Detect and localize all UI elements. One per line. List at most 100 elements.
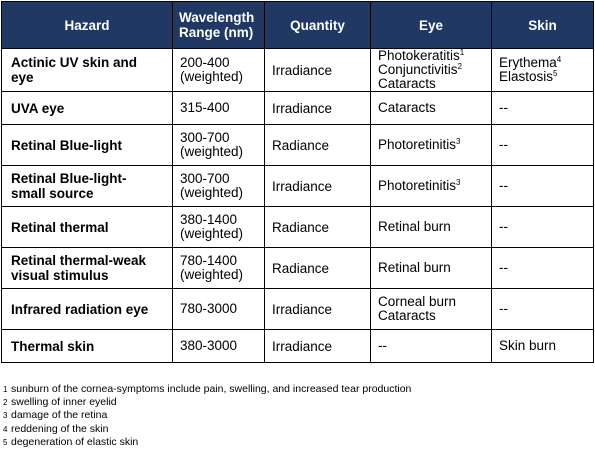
- hazard-line: visual stimulus: [11, 268, 109, 283]
- footnote-text: sunburn of the cornea-symptoms include p…: [11, 383, 412, 395]
- range-line: 380-1400: [180, 212, 238, 227]
- cell-wavelength-range: 300-700 (weighted): [172, 124, 265, 166]
- range-line: (weighted): [180, 144, 244, 159]
- hazard-line: Retinal thermal: [11, 219, 109, 235]
- footnote: 3 damage of the retina: [3, 409, 411, 422]
- skin-effect-text: Skin burn: [499, 338, 557, 353]
- cell-eye: Photoretinitis3: [370, 124, 492, 166]
- footnote: 4 reddening of the skin: [3, 423, 411, 436]
- eye-effect-text: Photokeratitis: [378, 48, 460, 63]
- skin-effect: Elastosis5: [499, 70, 593, 84]
- skin-effect: --: [499, 101, 593, 115]
- table-row: Actinic UV skin and eye 200-400 (weighted) I…: [1, 48, 594, 92]
- footnote-ref: 4: [556, 55, 562, 64]
- skin-effect: --: [499, 261, 593, 275]
- range-line: 780-1400: [180, 253, 238, 268]
- skin-effect-text: --: [499, 137, 508, 152]
- cell-hazard: UVA eye: [1, 91, 173, 125]
- footnote-number: 1: [3, 385, 8, 394]
- table-row: Retinal thermal-weak visual stimulus 780-1…: [1, 247, 594, 289]
- hazard-line: Retinal Blue-light-: [11, 171, 127, 186]
- skin-effect-text: --: [499, 301, 508, 316]
- table-row: Infrared radiation eye 780-3000 Irradiance…: [1, 288, 594, 330]
- range-line: 380-3000: [180, 338, 238, 353]
- cell-wavelength-range: 315-400: [172, 91, 265, 125]
- cell-skin: --: [491, 91, 594, 125]
- eye-effect-text: Retinal burn: [378, 219, 451, 234]
- range-line: 315-400: [180, 100, 230, 115]
- hazard-line: Infrared radiation eye: [11, 301, 149, 317]
- eye-effect: Retinal burn: [378, 261, 491, 275]
- cell-eye: Corneal burn Cataracts: [370, 288, 492, 330]
- cell-quantity: Radiance: [264, 124, 371, 166]
- eye-effect-text: Conjunctivitis: [378, 62, 458, 77]
- cell-quantity: Irradiance: [264, 288, 371, 330]
- footnote: 5 degeneration of elastic skin: [3, 436, 411, 449]
- cell-quantity: Radiance: [264, 247, 371, 289]
- cell-skin: --: [491, 247, 594, 289]
- table-body: Actinic UV skin and eye 200-400 (weighted) I…: [1, 48, 594, 363]
- range-line: 300-700: [180, 130, 230, 145]
- eye-effect: Cataracts: [378, 77, 491, 91]
- header-wavelength-line1: Wavelength: [179, 10, 255, 25]
- range-line: (weighted): [180, 185, 244, 200]
- footnote-number: 3: [3, 411, 8, 421]
- cell-skin: Erythema4 Elastosis5: [491, 48, 594, 92]
- eye-effect: Conjunctivitis2: [378, 63, 491, 77]
- cell-hazard: Retinal thermal-weak visual stimulus: [1, 247, 173, 289]
- hazard-line: Thermal skin: [11, 338, 95, 354]
- skin-effect: Erythema4: [499, 56, 593, 70]
- cell-skin: --: [491, 124, 594, 166]
- skin-effect: Skin burn: [499, 339, 593, 353]
- eye-effect: Photoretinitis3: [378, 138, 491, 152]
- skin-effect-text: --: [499, 100, 508, 115]
- eye-effect: Cataracts: [378, 309, 491, 323]
- eye-effect-text: Corneal burn: [378, 294, 457, 309]
- eye-effect-text: Retinal burn: [378, 260, 451, 275]
- header-wavelength-line2: Range (nm): [179, 25, 254, 40]
- cell-hazard: Thermal skin: [1, 329, 173, 363]
- cell-quantity: Irradiance: [264, 91, 371, 125]
- eye-effect-text: Cataracts: [378, 76, 436, 91]
- skin-effect: --: [499, 302, 593, 316]
- cell-wavelength-range: 380-3000: [172, 329, 265, 363]
- table-header-row: Hazard Wavelength Range (nm) Quantity Ey…: [1, 1, 594, 49]
- eye-effect: Photoretinitis3: [378, 179, 491, 193]
- eye-effect-text: Cataracts: [378, 100, 436, 115]
- range-line: (weighted): [180, 267, 244, 282]
- range-line: 300-700: [180, 171, 230, 186]
- cell-wavelength-range: 780-3000: [172, 288, 265, 330]
- range-line: 200-400: [180, 55, 230, 70]
- hazard-table: Hazard Wavelength Range (nm) Quantity Ey…: [1, 1, 594, 363]
- header-eye: Eye: [370, 1, 492, 49]
- skin-effect: --: [499, 220, 593, 234]
- eye-effect: Photokeratitis1: [378, 49, 491, 63]
- eye-effect-text: Cataracts: [378, 308, 436, 323]
- cell-hazard: Infrared radiation eye: [1, 288, 173, 330]
- eye-effect: Cataracts: [378, 101, 491, 115]
- footnote-ref: 5: [553, 69, 558, 78]
- footnote-text: degeneration of elastic skin: [11, 435, 139, 448]
- cell-hazard: Retinal Blue-light: [1, 124, 173, 166]
- footnote-number: 4: [3, 424, 8, 434]
- footnote-ref: 3: [456, 178, 461, 187]
- skin-effect-text: Elastosis: [499, 69, 554, 84]
- skin-effect: --: [499, 138, 593, 152]
- eye-effect-text: --: [378, 338, 387, 353]
- cell-eye: --: [370, 329, 492, 363]
- skin-effect-text: --: [499, 219, 508, 234]
- cell-wavelength-range: 780-1400 (weighted): [172, 247, 265, 289]
- skin-effect-text: --: [499, 178, 508, 193]
- cell-eye: Cataracts: [370, 91, 492, 125]
- footnote-text: swelling of inner eyelid: [11, 396, 117, 409]
- hazard-line: UVA eye: [11, 100, 65, 116]
- hazard-line: Actinic UV skin and: [11, 55, 138, 70]
- cell-skin: --: [491, 206, 594, 248]
- footnote: 2 swelling of inner eyelid: [3, 396, 411, 409]
- footnote-ref: 2: [457, 62, 462, 71]
- cell-wavelength-range: 380-1400 (weighted): [172, 206, 265, 248]
- footnote-text: damage of the retina: [11, 409, 108, 422]
- cell-quantity: Irradiance: [264, 329, 371, 363]
- hazard-table-container: Hazard Wavelength Range (nm) Quantity Ey…: [1, 1, 594, 363]
- header-skin: Skin: [491, 1, 594, 49]
